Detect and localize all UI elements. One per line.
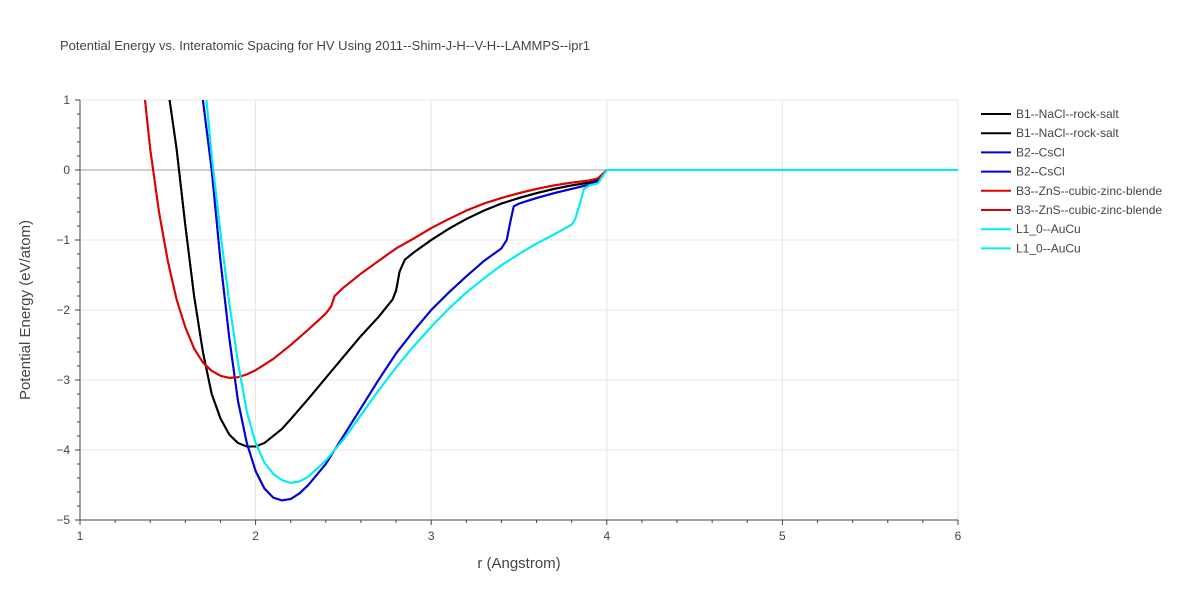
legend-item[interactable]: L1_0--AuCu [981, 241, 1081, 255]
legend[interactable]: B1--NaCl--rock-salt B1--NaCl--rock-salt B2… [981, 107, 1162, 255]
y-tick-label: −5 [56, 513, 70, 527]
legend-item[interactable]: B2--CsCl [981, 145, 1065, 159]
legend-label: B1--NaCl--rock-salt [1016, 126, 1119, 140]
legend-label: B3--ZnS--cubic-zinc-blende [1016, 184, 1162, 198]
legend-item[interactable]: L1_0--AuCu [981, 222, 1081, 236]
series-line-b3-zns-cubic-zinc-blende-4 [144, 100, 958, 379]
y-tick-label: 1 [63, 93, 70, 107]
axes [75, 99, 959, 525]
y-tick-label: −3 [56, 373, 70, 387]
x-tick-label: 6 [955, 529, 962, 543]
x-tick-label: 3 [428, 529, 435, 543]
y-tick-label: 0 [63, 163, 70, 177]
x-tick-label: 1 [77, 529, 84, 543]
legend-item[interactable]: B3--ZnS--cubic-zinc-blende [981, 203, 1162, 217]
y-tick-label: −1 [56, 233, 70, 247]
series-line-b1-nacl-rock-salt-1 [168, 100, 958, 448]
legend-item[interactable]: B1--NaCl--rock-salt [981, 107, 1119, 121]
series-line-b2-cscl-2 [201, 100, 958, 502]
x-tick-label: 4 [603, 529, 610, 543]
series-lines [144, 100, 958, 502]
legend-label: B3--ZnS--cubic-zinc-blende [1016, 203, 1162, 217]
legend-item[interactable]: B1--NaCl--rock-salt [981, 126, 1119, 140]
y-axis-label: Potential Energy (eV/atom) [17, 220, 34, 400]
legend-label: B2--CsCl [1016, 165, 1065, 179]
legend-item[interactable]: B2--CsCl [981, 165, 1065, 179]
series-line-b3-zns-cubic-zinc-blende-5 [144, 100, 958, 379]
legend-label: L1_0--AuCu [1016, 222, 1081, 236]
y-tick-label: −2 [56, 303, 70, 317]
series-line-l1-0-aucu-6 [205, 100, 958, 484]
x-tick-label: 5 [779, 529, 786, 543]
tick-labels: 1 2 3 4 5 6 1 0 −1 −2 −3 −4 −5 [56, 93, 961, 543]
legend-label: L1_0--AuCu [1016, 241, 1081, 255]
series-line-l1-0-aucu-7 [205, 100, 958, 484]
legend-label: B1--NaCl--rock-salt [1016, 107, 1119, 121]
y-tick-label: −4 [56, 443, 70, 457]
x-tick-label: 2 [252, 529, 259, 543]
x-axis-label: r (Angstrom) [477, 555, 560, 572]
legend-label: B2--CsCl [1016, 145, 1065, 159]
series-line-b2-cscl-3 [201, 100, 958, 502]
legend-item[interactable]: B3--ZnS--cubic-zinc-blende [981, 184, 1162, 198]
series-line-b1-nacl-rock-salt-0 [168, 100, 958, 448]
chart-title: Potential Energy vs. Interatomic Spacing… [60, 38, 590, 53]
